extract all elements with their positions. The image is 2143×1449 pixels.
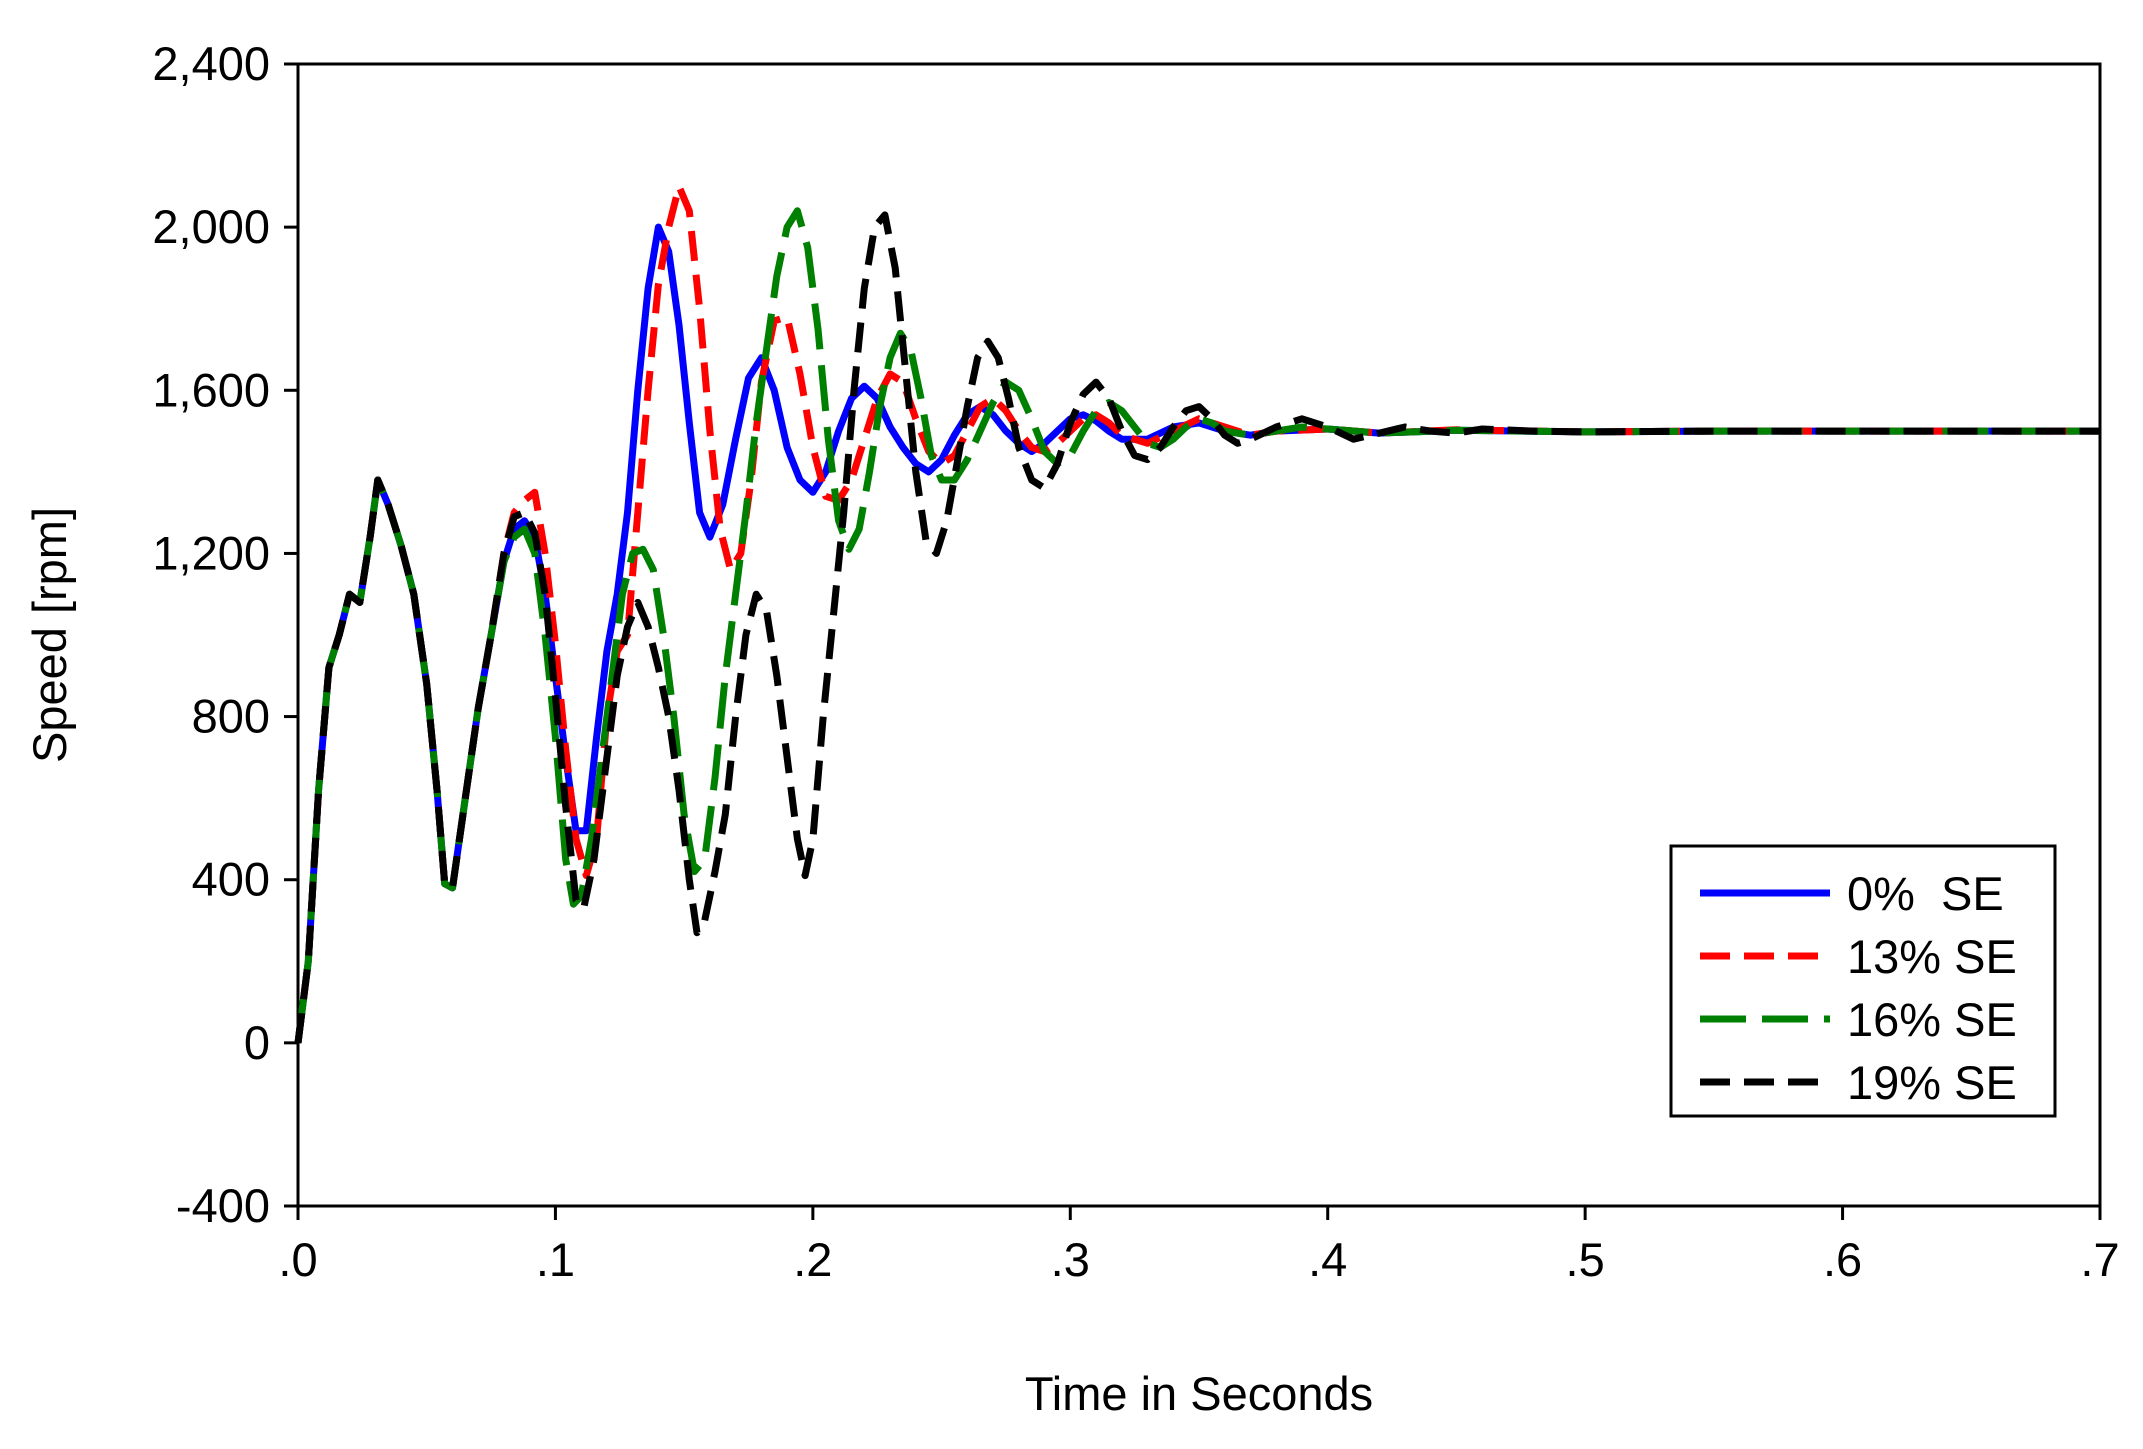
legend-label: 13% SE xyxy=(1847,930,2017,983)
y-tick-label: 1,600 xyxy=(152,363,270,416)
x-tick-label: .7 xyxy=(2080,1233,2119,1286)
legend-label: 0% SE xyxy=(1847,867,2004,920)
x-tick-label: .5 xyxy=(1566,1233,1605,1286)
x-tick-label: .2 xyxy=(793,1233,832,1286)
y-axis-label: Speed [rpm] xyxy=(23,507,76,763)
legend-label: 16% SE xyxy=(1847,993,2017,1046)
legend-label: 19% SE xyxy=(1847,1056,2017,1109)
y-tick-label: 0 xyxy=(244,1016,270,1069)
series-layer xyxy=(294,182,2100,1044)
legend: 0% SE 13% SE 16% SE 19% SE xyxy=(1669,844,2057,1118)
y-tick-label: 2,400 xyxy=(152,37,270,90)
plot-frame xyxy=(296,62,2102,1208)
y-axis-ticks: -400 0 400 800 1,200 1,600 2,000 2,400 xyxy=(152,37,298,1232)
x-axis-ticks: .0 .1 .2 .3 .4 .5 .6 .7 xyxy=(278,1206,2120,1286)
y-tick-label: 800 xyxy=(192,690,270,743)
x-tick-label: .6 xyxy=(1823,1233,1862,1286)
series-line-4 xyxy=(294,211,2100,1044)
legend-items: 0% SE 13% SE 16% SE 19% SE xyxy=(1700,867,2017,1109)
x-tick-label: .0 xyxy=(278,1233,317,1286)
x-axis-label: Time in Seconds xyxy=(1025,1367,1373,1420)
x-tick-label: .4 xyxy=(1308,1233,1347,1286)
y-tick-label: 2,000 xyxy=(152,200,270,253)
y-tick-label: 400 xyxy=(192,853,270,906)
y-tick-label: 1,200 xyxy=(152,526,270,579)
x-tick-label: .3 xyxy=(1051,1233,1090,1286)
y-tick-label: -400 xyxy=(176,1179,270,1232)
x-tick-label: .1 xyxy=(536,1233,575,1286)
